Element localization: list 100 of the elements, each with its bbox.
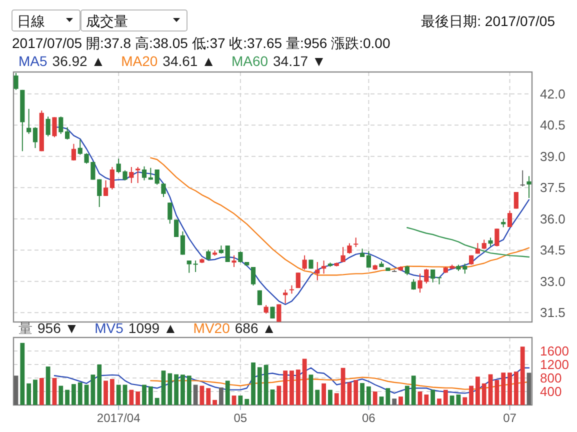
bar: [372, 392, 378, 405]
candlestick: [161, 182, 166, 198]
bar: [122, 384, 128, 405]
bar: [97, 364, 102, 405]
bar: [180, 374, 185, 405]
candlestick: [32, 126, 38, 149]
candlestick: [354, 237, 358, 248]
bar: [154, 398, 160, 405]
bar: [238, 396, 243, 405]
bar: [302, 358, 307, 405]
bar: [334, 393, 339, 405]
candlestick: [276, 304, 282, 322]
bar: [251, 362, 256, 405]
candlestick: [507, 210, 512, 228]
text: MV5: [94, 320, 124, 336]
bar: [14, 376, 18, 405]
x-tick-label: 05: [234, 411, 248, 425]
y-tick-label: 1600: [540, 344, 569, 358]
candlestick: [14, 72, 18, 90]
chart-subtitle: 2017/07/05 開:37.8 高:38.05 低:37 收:37.65 量:956 漲跌:0.00: [12, 35, 390, 51]
bar: [366, 386, 371, 405]
bar: [328, 390, 332, 405]
text: 成交量: [86, 13, 128, 29]
text: 最後日期: 2017/07/05: [421, 13, 556, 29]
candlestick: [520, 170, 525, 187]
candlestick: [46, 116, 50, 137]
bar: [168, 373, 172, 405]
candlestick: [193, 260, 198, 272]
candlestick: [110, 166, 114, 190]
bar: [148, 386, 153, 405]
bar: [418, 392, 422, 405]
bar: [520, 346, 525, 405]
bar: [404, 386, 410, 405]
bar: [424, 394, 429, 405]
bar: [212, 400, 217, 405]
series-label: 量: [18, 320, 32, 336]
candlestick: [283, 289, 288, 304]
bar: [142, 384, 146, 405]
bar: [174, 374, 179, 405]
candlestick: [58, 116, 64, 134]
bar: [264, 364, 268, 405]
bar: [526, 372, 532, 405]
candlestick: [180, 230, 186, 256]
candlestick: [103, 180, 108, 196]
y-tick-label: 39.0: [540, 148, 566, 164]
line-series: [406, 227, 530, 258]
bar: [39, 378, 44, 405]
bar: [450, 396, 454, 405]
bar: [322, 383, 326, 405]
bar: [354, 380, 358, 405]
y-tick-label: 400: [540, 384, 562, 399]
candlestick: [436, 276, 442, 285]
bar: [52, 378, 57, 405]
bar: [296, 370, 300, 405]
bar: [161, 370, 166, 405]
candlestick: [404, 265, 410, 276]
annotation: 1099 ▲: [128, 320, 178, 336]
bar: [110, 379, 114, 405]
text: MA60: [231, 53, 268, 69]
candlestick: [168, 202, 172, 224]
bar: [462, 397, 468, 405]
bar: [244, 398, 250, 405]
annotation: 686 ▲: [234, 320, 276, 336]
bar: [482, 383, 486, 405]
candlestick: [366, 250, 371, 268]
bar: [276, 386, 282, 405]
bar: [58, 386, 64, 405]
bar: [456, 394, 461, 405]
y-tick-label: 40.5: [540, 118, 566, 133]
candlestick: [174, 219, 179, 238]
bar: [206, 388, 211, 405]
text: 36.92 ▲: [52, 53, 106, 69]
line-series: [54, 367, 530, 394]
candlestick: [340, 246, 346, 262]
bar: [72, 384, 76, 405]
y-tick-label: 1200: [540, 357, 569, 372]
bar: [398, 396, 403, 405]
text: 34.17 ▼: [273, 53, 326, 69]
candlestick: [71, 143, 76, 162]
bar: [283, 370, 288, 405]
bar: [437, 398, 442, 405]
bar: [501, 372, 506, 405]
candlestick: [136, 166, 140, 184]
candlestick: [482, 239, 486, 250]
x-tick-label: 07: [503, 411, 517, 425]
bar: [476, 376, 480, 405]
text: MA20: [121, 53, 158, 69]
bar: [514, 372, 518, 405]
y-tick-label: 33.0: [540, 274, 566, 289]
bar: [116, 384, 121, 405]
bar: [392, 398, 397, 405]
text: MA5: [18, 53, 48, 69]
bar: [200, 386, 204, 405]
y-tick-label: 34.5: [540, 242, 566, 258]
bar: [84, 384, 89, 405]
candlestick: [225, 245, 230, 262]
candlestick: [315, 262, 320, 281]
x-tick-label: 06: [362, 411, 376, 425]
y-tick-label: 36.0: [540, 211, 566, 226]
bar: [443, 390, 448, 405]
